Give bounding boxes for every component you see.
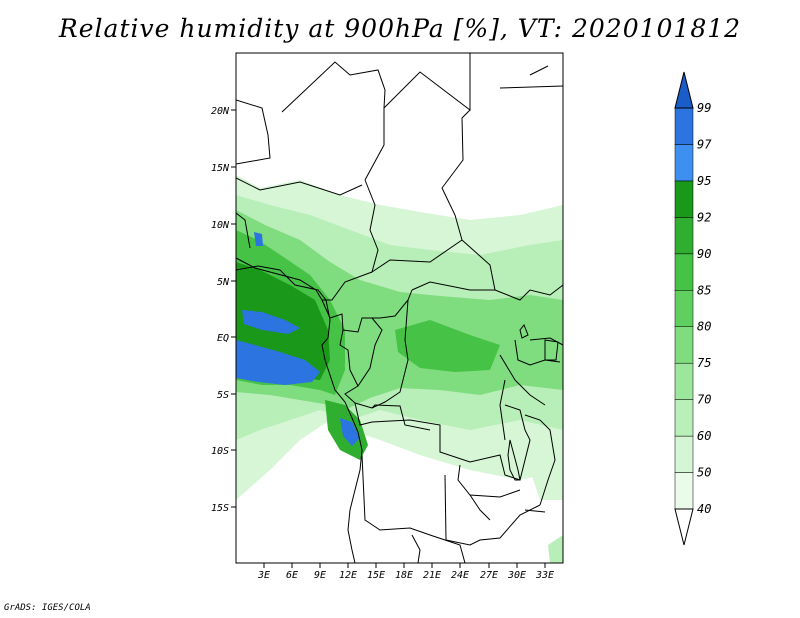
lat-label: 10N [211, 220, 230, 231]
rh-region-97d [254, 232, 263, 246]
colorbar-swatch [674, 326, 694, 364]
lon-label: 24E [451, 570, 469, 581]
colorbar-label: 99 [697, 101, 711, 115]
lat-label: 5N [217, 277, 230, 288]
lon-label: 15E [367, 570, 385, 581]
lon-label: 12E [339, 570, 357, 581]
rh-region-se [548, 535, 563, 563]
colorbar-swatch [674, 362, 694, 400]
colorbar-swatch [674, 290, 694, 327]
humidity-field [236, 175, 563, 563]
lat-label: 10S [211, 446, 229, 457]
colorbar-label: 60 [697, 429, 711, 443]
colorbar-label: 92 [697, 210, 711, 224]
colorbar-swatch [674, 217, 694, 255]
colorbar-label: 90 [697, 247, 711, 261]
colorbar-label: 40 [697, 502, 711, 516]
colorbar-swatch [674, 253, 694, 291]
colorbar-label: 85 [697, 283, 711, 297]
colorbar-swatch [674, 180, 694, 218]
lon-label: 18E [395, 570, 413, 581]
chart-title: Relative humidity at 900hPa [%], VT: 202… [58, 14, 742, 43]
lat-label: EQ [217, 333, 229, 344]
rh-region-east [530, 460, 563, 500]
country-borders [236, 53, 563, 563]
rh-region-97c [340, 418, 360, 446]
rh-region-97a [236, 340, 320, 385]
colorbar-label: 70 [697, 393, 711, 407]
lon-axis: 3E 6E 9E 12E 15E 18E 21E 24E 27E 30E 33E [257, 563, 554, 581]
colorbar-arrow-top [674, 71, 694, 109]
map-frame [235, 52, 564, 564]
colorbar-swatch [674, 472, 694, 510]
lat-axis: 20N 15N 10N 5N EQ 5S 10S 15S [211, 106, 236, 514]
lon-label: 30E [507, 570, 526, 581]
colorbar-arrow-bottom [674, 508, 694, 546]
lon-label: 33E [535, 570, 554, 581]
colorbar: 40 50 60 70 75 80 85 90 92 95 97 99 [674, 71, 712, 546]
colorbar-label: 50 [697, 466, 711, 480]
lat-label: 20N [211, 106, 230, 117]
lat-label: 15N [211, 163, 230, 174]
rh-region-85b [395, 320, 500, 372]
rh-region-97b [242, 310, 300, 334]
colorbar-swatch [674, 399, 694, 437]
colorbar-label: 97 [697, 137, 712, 151]
lon-label: 27E [480, 570, 498, 581]
colorbar-label: 80 [697, 320, 711, 334]
colorbar-swatch [674, 435, 694, 473]
lat-label: 15S [211, 503, 229, 514]
lon-label: 21E [423, 570, 441, 581]
colorbar-label: 95 [697, 174, 711, 188]
colorbar-label: 75 [697, 356, 711, 370]
lon-label: 3E [257, 570, 270, 581]
colorbar-swatch [674, 107, 694, 145]
lon-label: 9E [314, 570, 326, 581]
lat-label: 5S [217, 390, 229, 401]
lon-label: 6E [286, 570, 298, 581]
colorbar-swatch [674, 144, 694, 182]
credit-text: GrADS: IGES/COLA [4, 603, 91, 613]
